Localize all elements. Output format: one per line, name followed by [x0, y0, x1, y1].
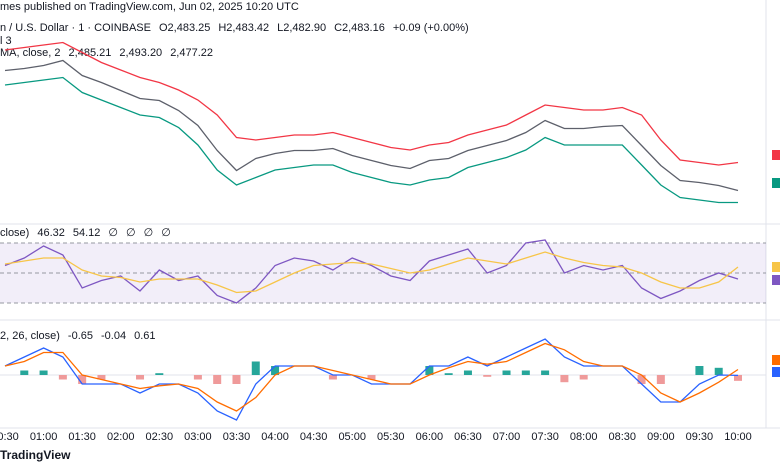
- histogram-bar: [656, 375, 665, 384]
- series-line: [4, 41, 739, 166]
- legend-text: 2,485.21: [69, 47, 112, 59]
- x-tick-label: 02:00: [107, 431, 135, 443]
- x-tick-label: 07:00: [493, 431, 521, 443]
- series-line: [4, 76, 738, 204]
- legend-text: L2,482.90: [277, 22, 326, 34]
- legend-text: 2,477.22: [170, 47, 213, 59]
- legend-text: n / U.S. Dollar · 1 · COINBASE: [0, 22, 151, 34]
- legend-text: MA, close, 2: [0, 47, 61, 59]
- histogram-bar: [97, 375, 106, 380]
- legend-text: 46.32: [37, 227, 65, 239]
- x-tick-label: 00:30: [0, 431, 19, 443]
- x-tick-label: 03:00: [184, 431, 212, 443]
- x-tick-label: 08:30: [608, 431, 636, 443]
- x-tick-label: 08:00: [570, 431, 598, 443]
- legend-text: 54.12: [73, 227, 101, 239]
- legend-text: O2,483.25: [159, 22, 210, 34]
- price-label: [772, 150, 780, 160]
- x-tick-label: 09:00: [647, 431, 675, 443]
- histogram-bar: [425, 366, 434, 375]
- x-tick-label: 04:30: [300, 431, 328, 443]
- series-line: [4, 251, 739, 294]
- legend-text: ∅: [161, 227, 171, 239]
- x-tick-label: 05:30: [377, 431, 405, 443]
- histogram-bar: [328, 375, 337, 380]
- legend-text: 2,493.20: [119, 47, 162, 59]
- histogram-bar: [579, 375, 588, 380]
- legend-text: +0.09 (+0.00%): [393, 22, 469, 34]
- series-line: [4, 342, 739, 412]
- histogram-bar: [560, 375, 569, 383]
- histogram-bar: [521, 370, 530, 375]
- x-tick-label: 09:30: [686, 431, 714, 443]
- x-tick-label: 01:30: [68, 431, 96, 443]
- logo: TradingView: [0, 448, 71, 462]
- histogram-bar: [78, 375, 87, 384]
- legend-text: l 3: [0, 35, 12, 47]
- x-tick-label: 06:30: [454, 431, 482, 443]
- price-label: [772, 178, 780, 188]
- histogram-bar: [155, 373, 164, 375]
- x-tick-label: 06:00: [416, 431, 444, 443]
- legend-text: H2,483.42: [218, 22, 269, 34]
- series-line: [4, 59, 739, 192]
- price-label: [772, 367, 780, 377]
- legend-text: -0.04: [101, 330, 126, 342]
- x-tick-label: 01:00: [30, 431, 58, 443]
- histogram-bar: [367, 375, 376, 380]
- histogram-bar: [20, 370, 29, 375]
- histogram-bar: [193, 375, 202, 380]
- histogram-bar: [251, 361, 260, 375]
- legend-text: C2,483.16: [334, 22, 385, 34]
- legend-text: -0.65: [68, 330, 93, 342]
- publisher-note: mes published on TradingView.com, Jun 02…: [0, 1, 299, 13]
- price-label: [772, 355, 780, 365]
- legend-text: 0.61: [134, 330, 155, 342]
- histogram-bar: [463, 370, 472, 375]
- histogram-bar: [714, 367, 723, 375]
- histogram-bar: [58, 375, 67, 380]
- histogram-bar: [213, 375, 222, 384]
- price-label: [772, 262, 780, 272]
- histogram-bar: [136, 375, 145, 380]
- legend-text: ∅: [108, 227, 118, 239]
- histogram-bar: [483, 375, 492, 377]
- price-label: [772, 275, 780, 285]
- legend-text: close): [0, 227, 29, 239]
- legend-text: ∅: [144, 227, 154, 239]
- histogram-bar: [541, 370, 550, 375]
- histogram-bar: [502, 370, 511, 375]
- histogram-bar: [637, 375, 646, 384]
- x-tick-label: 02:30: [146, 431, 174, 443]
- x-tick-label: 03:30: [223, 431, 251, 443]
- x-tick-label: 10:00: [724, 431, 752, 443]
- legend-text: ∅: [126, 227, 136, 239]
- x-tick-label: 07:30: [531, 431, 559, 443]
- histogram-bar: [232, 375, 241, 384]
- histogram-bar: [39, 370, 48, 375]
- histogram-bar: [695, 366, 704, 375]
- x-tick-label: 04:00: [261, 431, 289, 443]
- histogram-bar: [444, 373, 453, 375]
- histogram-bar: [271, 366, 280, 375]
- legend-text: 2, 26, close): [0, 330, 60, 342]
- histogram-bar: [734, 375, 742, 381]
- x-tick-label: 05:00: [338, 431, 366, 443]
